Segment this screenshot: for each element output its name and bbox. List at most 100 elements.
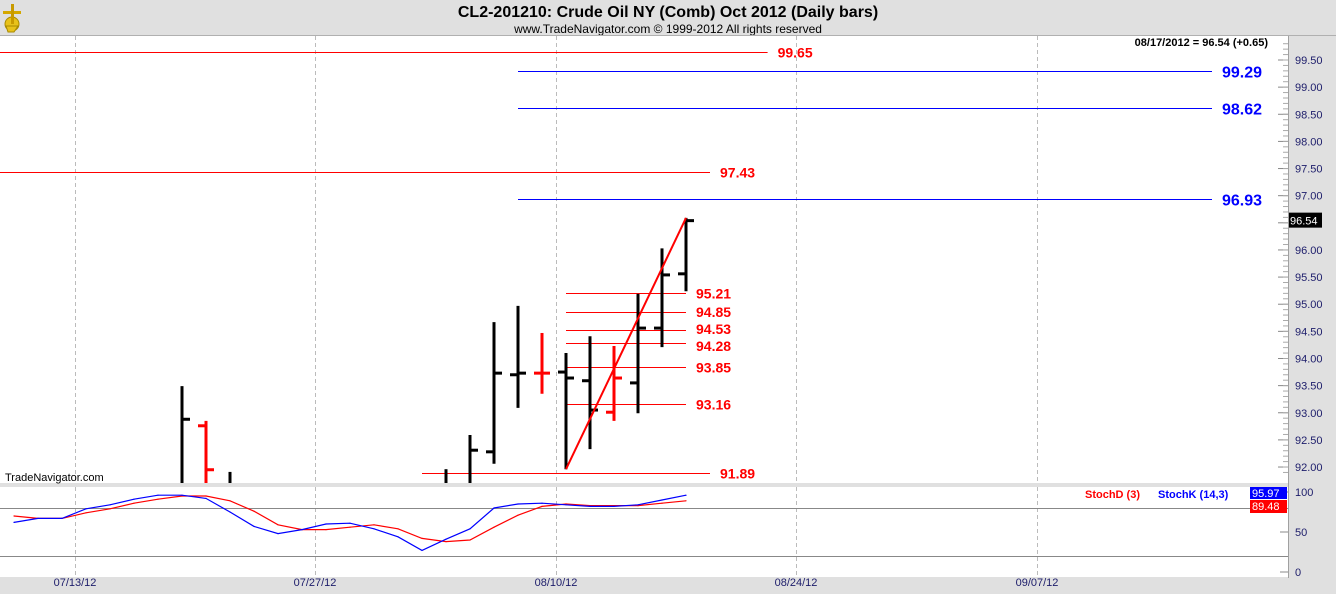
stoch-point	[469, 528, 471, 530]
stoch-k-last-label: 95.97	[1252, 488, 1280, 500]
watermark-text: TradeNavigator.com	[5, 472, 104, 484]
stoch-point	[109, 508, 111, 510]
trend-line	[565, 217, 687, 470]
stoch-point	[517, 503, 519, 505]
stoch-point	[205, 495, 207, 497]
stoch-point	[541, 502, 543, 504]
stoch-point	[85, 512, 87, 514]
stoch-point	[133, 498, 135, 500]
level-label: 99.29	[1222, 65, 1262, 82]
level-label: 95.21	[696, 286, 731, 302]
copyright-subtitle: www.TradeNavigator.com © 1999-2012 All r…	[513, 22, 822, 36]
stoch-point	[109, 504, 111, 506]
last-price-label: 96.54	[1290, 216, 1318, 228]
stoch-point	[661, 502, 663, 504]
price-panel	[0, 36, 1288, 483]
x-tick-label: 07/27/12	[294, 577, 337, 589]
last-price-box	[1289, 212, 1322, 228]
stoch-point	[157, 494, 159, 496]
level-label: 93.16	[696, 397, 731, 413]
stoch-legend-k: StochK (14,3)	[1158, 489, 1229, 501]
grid	[75, 36, 1038, 577]
stoch-point	[229, 511, 231, 513]
chart-title: CL2-201210: Crude Oil NY (Comb) Oct 2012…	[458, 4, 878, 21]
y-tick-label: 98.00	[1295, 136, 1323, 148]
y-tick-label: 94.50	[1295, 326, 1323, 338]
stoch-point	[613, 505, 615, 507]
y-tick-label: 99.00	[1295, 82, 1323, 94]
stoch-point	[421, 537, 423, 540]
stoch-point	[685, 494, 687, 496]
y-tick-label: 93.50	[1295, 381, 1323, 393]
y-tick-label: 93.00	[1295, 408, 1323, 420]
stoch-k-last-box	[1250, 487, 1287, 499]
last-price-readout: 08/17/2012 = 96.54 (+0.65)	[1135, 37, 1269, 49]
stoch-point	[589, 505, 591, 507]
stoch-point	[493, 507, 495, 509]
y-tick-label: 92.00	[1295, 462, 1323, 474]
x-tick-label: 07/13/12	[54, 577, 97, 589]
stoch-point	[349, 526, 351, 528]
stoch-point	[13, 521, 15, 524]
stoch-point	[373, 524, 375, 526]
stoch-point	[637, 504, 639, 506]
stoch-d-last-box	[1250, 500, 1287, 513]
stoch-point	[493, 526, 495, 528]
price-bars	[180, 217, 694, 483]
y-tick-label: 94.00	[1295, 353, 1323, 365]
stoch-point	[325, 529, 327, 531]
stoch-point	[277, 533, 279, 535]
stoch-point	[373, 528, 375, 530]
stoch-point	[157, 498, 159, 500]
stoch-point	[325, 523, 327, 525]
stoch-point	[685, 500, 687, 502]
stoch-point	[85, 508, 87, 510]
stoch-panel	[0, 487, 1288, 577]
y-tick-label: 97.00	[1295, 191, 1323, 203]
stoch-point	[661, 499, 663, 501]
stoch-point	[205, 497, 207, 499]
level-label: 94.85	[696, 304, 731, 320]
level-label: 98.62	[1222, 102, 1262, 119]
level-label: 93.85	[696, 360, 731, 376]
stoch-point	[61, 517, 63, 520]
stoch-point	[397, 528, 399, 530]
x-tick-label: 08/10/12	[535, 577, 578, 589]
stoch-point	[13, 515, 15, 517]
stoch-point	[421, 549, 423, 552]
stoch-tick-label: 50	[1295, 527, 1307, 539]
stoch-point	[253, 510, 255, 512]
y-tick-label: 96.00	[1295, 245, 1323, 257]
stoch-point	[541, 505, 543, 507]
y-tick-label: 98.50	[1295, 109, 1323, 121]
axes: 07/13/12 07/27/12 08/10/12 08/24/12 09/07/12…	[54, 43, 1323, 589]
x-tick-label: 08/24/12	[775, 577, 818, 589]
level-label: 94.28	[696, 338, 731, 354]
stoch-point	[445, 538, 447, 540]
level-label: 94.53	[696, 321, 731, 337]
level-label: 96.93	[1222, 193, 1262, 210]
stochastic: StochD (3) StochK (14,3)	[0, 489, 1288, 557]
x-tick-label: 09/07/12	[1016, 577, 1059, 589]
stoch-point	[253, 525, 255, 528]
stoch-legend-d: StochD (3)	[1085, 489, 1140, 501]
stoch-point	[277, 524, 279, 526]
stoch-point	[37, 517, 39, 520]
stoch-point	[229, 500, 231, 502]
stoch-point	[349, 522, 351, 524]
stoch-point	[469, 539, 471, 541]
y-tick-label: 97.50	[1295, 164, 1323, 176]
stoch-point	[517, 514, 519, 516]
level-label: 97.43	[720, 165, 755, 181]
stoch-point	[181, 494, 183, 496]
level-label: 99.65	[778, 45, 813, 61]
stoch-point	[301, 529, 303, 531]
y-tick-label: 95.50	[1295, 272, 1323, 284]
level-label: 91.89	[720, 466, 755, 482]
sextant-logo-icon	[3, 4, 21, 33]
stoch-d-last-label: 89.48	[1252, 501, 1280, 513]
stoch-point	[565, 504, 567, 506]
stoch-point	[397, 536, 399, 538]
stoch-tick-label: 0	[1295, 567, 1301, 579]
